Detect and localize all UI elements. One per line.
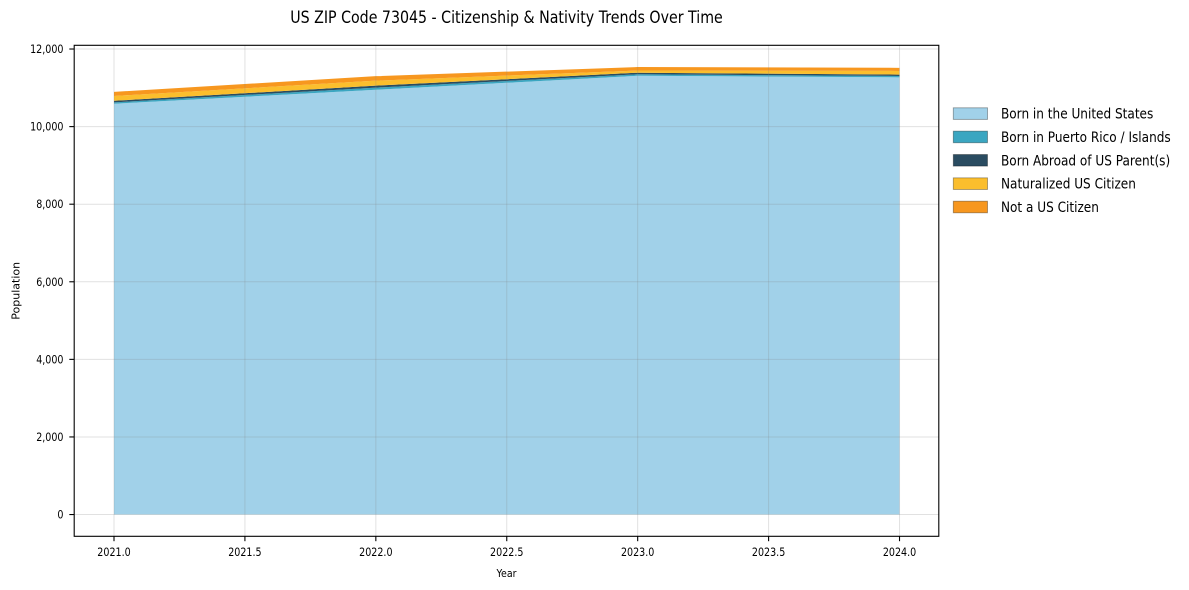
legend-label: Born in the United States <box>1001 107 1153 123</box>
x-tick-label: 2023.5 <box>752 546 785 559</box>
legend-label: Born in Puerto Rico / Islands <box>1001 130 1171 146</box>
y-tick-label: 2,000 <box>36 431 63 444</box>
legend-item: Not a US Citizen <box>952 200 1099 216</box>
area-series-0 <box>114 75 900 515</box>
x-tick-labels: 2021.0 2021.5 2022.0 2022.5 2023.0 2023.5 2024… <box>97 546 916 559</box>
legend-swatch <box>952 130 988 144</box>
grid-layer <box>74 45 939 537</box>
legend-swatch <box>952 107 988 120</box>
y-tick-label: 4,000 <box>36 353 63 366</box>
y-tick-label: 10,000 <box>30 121 63 134</box>
areas-layer <box>114 67 900 515</box>
chart-title: US ZIP Code 73045 - Citizenship & Nativi… <box>290 7 723 27</box>
legend-item: Born in the United States <box>952 107 1153 123</box>
legend-item: Born Abroad of US Parent(s) <box>952 153 1170 169</box>
ticks-layer <box>69 48 901 542</box>
legend-label: Born Abroad of US Parent(s) <box>1001 153 1170 169</box>
legend-item: Naturalized US Citizen <box>952 177 1136 193</box>
legend-item: Born in Puerto Rico / Islands <box>952 130 1171 146</box>
y-axis-label: Population <box>10 262 23 320</box>
x-axis-label: Year <box>496 567 517 580</box>
y-tick-label: 8,000 <box>36 198 63 211</box>
y-tick-label: 12,000 <box>30 43 63 56</box>
legend-label: Naturalized US Citizen <box>1001 177 1136 193</box>
area-series-3 <box>114 70 900 101</box>
legend-swatch <box>952 154 988 167</box>
x-tick-label: 2021.5 <box>228 546 261 559</box>
x-tick-label: 2023.0 <box>621 546 654 559</box>
x-tick-label: 2024.0 <box>883 546 916 559</box>
legend-swatch <box>952 200 988 214</box>
x-tick-label: 2021.0 <box>97 546 130 559</box>
x-tick-label: 2022.0 <box>359 546 392 559</box>
y-tick-label: 6,000 <box>36 276 63 289</box>
y-tick-labels: 0 2,000 4,000 6,000 8,000 10,000 12,000 <box>30 43 63 522</box>
y-tick-label: 0 <box>57 509 63 522</box>
legend-label: Not a US Citizen <box>1001 200 1099 216</box>
area-series-4 <box>114 67 900 96</box>
legend-swatch <box>952 177 988 190</box>
x-tick-label: 2022.5 <box>490 546 523 559</box>
legend: Born in the United States Born in Puerto … <box>952 107 1171 216</box>
